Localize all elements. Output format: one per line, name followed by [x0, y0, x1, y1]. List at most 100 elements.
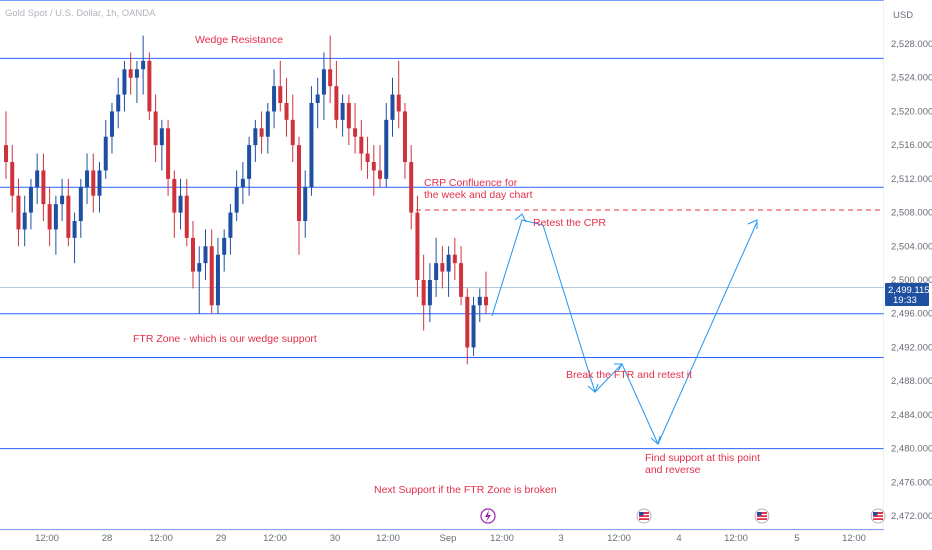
x-tick-label: 12:00 — [149, 533, 173, 544]
candle-body — [228, 212, 233, 238]
price-scale-area[interactable] — [884, 0, 932, 550]
candle-body — [440, 263, 445, 272]
candle-body — [172, 178, 177, 213]
find-support-label-line2: and reverse — [645, 464, 701, 476]
candle-body — [97, 170, 102, 196]
current-price-badge — [885, 283, 929, 306]
candle-body — [259, 128, 264, 137]
x-tick-label: 12:00 — [842, 533, 866, 544]
candle-body — [35, 170, 40, 188]
candle-body — [116, 94, 121, 112]
break-ftr-label: Break the FTR and retest it — [566, 369, 692, 381]
candle-body — [222, 237, 227, 255]
x-tick-label: 12:00 — [724, 533, 748, 544]
y-tick-label: 2,512.000 — [891, 174, 932, 185]
candle-body — [78, 187, 83, 221]
candle-body — [402, 111, 407, 162]
x-tick-label: Sep — [440, 533, 457, 544]
candle-body — [197, 263, 202, 272]
lightning-event-icon[interactable] — [480, 508, 496, 524]
candle-body — [427, 280, 432, 306]
candle-body — [359, 136, 364, 154]
y-tick-label: 2,520.000 — [891, 106, 932, 117]
crp-confluence-label-line2: the week and day chart — [424, 189, 533, 201]
candle-body — [477, 296, 482, 306]
x-tick-label: 28 — [102, 533, 113, 544]
wedge-resistance-label: Wedge Resistance — [195, 34, 283, 46]
next-support-label: Next Support if the FTR Zone is broken — [374, 484, 557, 496]
y-tick-label: 2,496.000 — [891, 309, 932, 320]
candle-body — [85, 170, 90, 188]
candle-body — [166, 128, 171, 179]
y-tick-label: 2,484.000 — [891, 410, 932, 421]
candle-body — [247, 145, 252, 179]
y-tick-label: 2,508.000 — [891, 208, 932, 219]
projection-arrowheads — [514, 213, 758, 445]
y-tick-label: 2,488.000 — [891, 376, 932, 387]
ftr-zone-label: FTR Zone - which is our wedge support — [133, 333, 317, 345]
candle-body — [484, 296, 488, 306]
candle-body — [471, 305, 476, 348]
x-tick-label: 29 — [216, 533, 227, 544]
candle-body — [396, 94, 401, 112]
y-tick-label: 2,480.000 — [891, 444, 932, 455]
chart-title: Gold Spot / U.S. Dollar, 1h, OANDA — [5, 8, 156, 19]
candle-body — [91, 170, 96, 196]
candle-body — [409, 162, 414, 213]
candle-body — [60, 195, 65, 205]
candle-body — [240, 178, 245, 188]
y-tick-label: 2,524.000 — [891, 73, 932, 84]
candle-body — [203, 246, 208, 264]
x-axis-ticks: 12:00 28 12:00 29 12:00 30 12:00 Sep 12:00 3 12:00… — [35, 533, 866, 544]
candle-body — [465, 296, 470, 348]
y-tick-label: 2,476.000 — [891, 477, 932, 488]
candle-body — [353, 128, 358, 137]
us-flag-event-icon[interactable] — [754, 508, 770, 524]
y-tick-label: 2,472.000 — [891, 511, 932, 522]
candle-body — [315, 94, 320, 103]
candle-body — [272, 86, 277, 112]
candle-body — [321, 69, 326, 95]
candle-body — [22, 212, 27, 230]
countdown-label: 19:33 — [893, 295, 917, 306]
candle-body — [184, 195, 189, 238]
candle-body — [215, 254, 220, 306]
x-tick-label: 12:00 — [490, 533, 514, 544]
candle-body — [371, 162, 376, 171]
candle-body — [334, 86, 339, 120]
candle-body — [16, 195, 21, 230]
candle-body — [446, 254, 451, 272]
candle-body — [303, 187, 308, 221]
candle-body — [72, 221, 77, 238]
y-tick-label: 2,528.000 — [891, 39, 932, 50]
candle-body — [328, 69, 333, 87]
candle-body — [191, 237, 196, 272]
candle-body — [384, 119, 389, 179]
x-tick-label: 12:00 — [607, 533, 631, 544]
horizontal-levels — [0, 0, 884, 530]
candle-body — [365, 153, 370, 162]
candle-body — [178, 195, 183, 213]
candle-body — [434, 263, 439, 280]
candle-body — [4, 145, 8, 162]
candle-body — [459, 263, 464, 297]
candle-body — [153, 111, 158, 146]
candle-body — [421, 280, 426, 306]
us-flag-event-icon[interactable] — [870, 508, 886, 524]
us-flag-event-icon[interactable] — [636, 508, 652, 524]
candle-body — [109, 111, 114, 137]
y-tick-label: 2,516.000 — [891, 140, 932, 151]
candle-body — [141, 60, 146, 70]
candle-body — [278, 86, 283, 103]
current-price-label: 2,499.115 — [888, 285, 930, 296]
candle-body — [103, 136, 108, 171]
candle-body — [122, 69, 127, 95]
candle-body — [147, 60, 152, 112]
candle-body — [28, 187, 33, 213]
x-tick-label: 12:00 — [263, 533, 287, 544]
candle-body — [53, 204, 58, 230]
retest-cpr-label: Retest the CPR — [533, 217, 606, 229]
crp-confluence-label-line1: CRP Confluence for — [424, 177, 518, 189]
